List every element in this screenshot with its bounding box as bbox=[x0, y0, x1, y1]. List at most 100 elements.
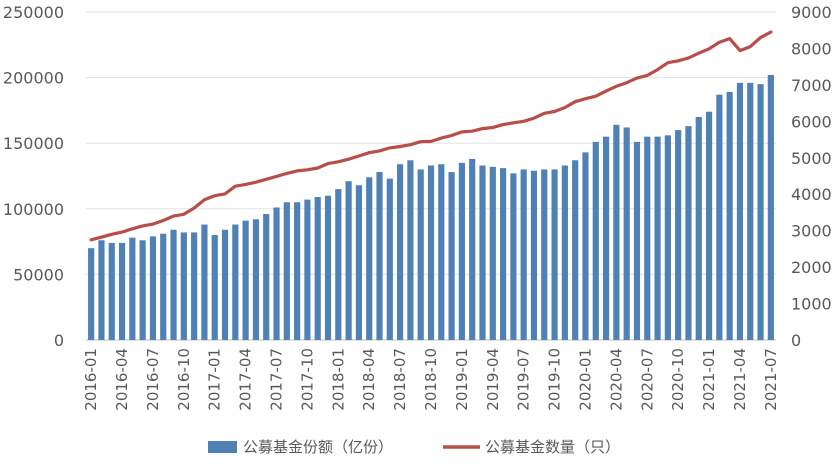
share-bar bbox=[747, 82, 754, 341]
right-tick-label: 8000 bbox=[791, 39, 832, 58]
share-bar bbox=[767, 74, 774, 340]
right-tick-label: 0 bbox=[791, 331, 801, 350]
share-bar bbox=[685, 126, 692, 340]
x-tick-label: 2017-01 bbox=[206, 348, 224, 411]
count-line-group bbox=[89, 30, 773, 242]
share-bar bbox=[695, 116, 702, 341]
x-tick-label: 2017-04 bbox=[237, 348, 255, 411]
right-tick-label: 2000 bbox=[791, 258, 832, 277]
share-bar bbox=[108, 242, 115, 340]
left-tick-label: 50000 bbox=[13, 265, 64, 284]
x-tick-label: 2021-07 bbox=[762, 348, 780, 411]
x-tick-label: 2016-07 bbox=[144, 348, 162, 411]
legend-bar-label: 公募基金份额（亿份） bbox=[243, 438, 393, 456]
x-tick-label: 2016-04 bbox=[113, 348, 131, 411]
share-bar bbox=[160, 233, 167, 340]
share-bar bbox=[520, 169, 527, 340]
left-tick-label: 250000 bbox=[3, 3, 64, 22]
share-bar bbox=[417, 169, 424, 340]
share-bar bbox=[170, 229, 177, 340]
fund-count-line bbox=[89, 30, 773, 242]
share-bar bbox=[664, 135, 671, 340]
share-bar bbox=[427, 165, 435, 340]
share-bar bbox=[458, 162, 465, 340]
x-tick-label: 2019-04 bbox=[484, 348, 502, 411]
right-y-axis: 0 1000 2000 3000 4000 5000 6000 7000 8000 9000 bbox=[791, 3, 832, 350]
right-tick-label: 6000 bbox=[791, 112, 832, 131]
share-bar bbox=[479, 165, 486, 340]
right-tick-label: 7000 bbox=[791, 76, 832, 95]
x-tick-label: 2019-10 bbox=[546, 348, 564, 411]
legend: 公募基金份额（亿份） 公募基金数量（只） bbox=[208, 438, 620, 456]
share-bar bbox=[242, 220, 249, 340]
share-bar bbox=[736, 82, 744, 341]
x-tick-label: 2017-10 bbox=[298, 348, 316, 411]
share-bar bbox=[386, 178, 393, 340]
share-bar bbox=[633, 141, 641, 340]
share-bar bbox=[98, 240, 105, 340]
share-bar bbox=[139, 240, 146, 340]
share-bar bbox=[211, 235, 218, 340]
share-bar bbox=[118, 242, 126, 340]
share-bar bbox=[500, 168, 507, 340]
x-axis: 2016-01 2016-04 2016-07 2016-10 2017-01 2017-… bbox=[82, 348, 780, 411]
x-tick-label: 2016-01 bbox=[82, 348, 100, 411]
x-tick-label: 2017-07 bbox=[268, 348, 286, 411]
x-tick-label: 2020-04 bbox=[607, 348, 625, 411]
share-bar bbox=[644, 136, 651, 340]
share-bar bbox=[129, 237, 136, 340]
share-bar bbox=[221, 229, 229, 340]
share-bar bbox=[654, 136, 661, 340]
right-tick-label: 5000 bbox=[791, 149, 832, 168]
legend-line-label: 公募基金数量（只） bbox=[485, 438, 620, 456]
share-bar bbox=[561, 165, 568, 340]
x-tick-label: 2019-01 bbox=[453, 348, 471, 411]
share-bar bbox=[705, 111, 713, 340]
share-bar bbox=[716, 94, 723, 340]
left-y-axis: 0 50000 100000 150000 200000 250000 bbox=[3, 3, 64, 350]
share-bar bbox=[438, 164, 445, 340]
x-tick-label: 2020-10 bbox=[669, 348, 687, 411]
share-bar bbox=[623, 127, 630, 341]
x-tick-label: 2020-01 bbox=[576, 348, 594, 411]
left-tick-label: 0 bbox=[54, 331, 64, 350]
share-bar bbox=[304, 199, 311, 340]
share-bar bbox=[314, 196, 321, 340]
left-tick-label: 100000 bbox=[3, 200, 64, 219]
share-bar bbox=[510, 173, 517, 340]
share-bar bbox=[252, 219, 260, 340]
share-bar bbox=[592, 141, 599, 340]
share-bar bbox=[469, 158, 476, 340]
share-bar bbox=[530, 170, 538, 340]
share-bar bbox=[149, 236, 157, 340]
left-tick-label: 150000 bbox=[3, 134, 64, 153]
share-bar bbox=[572, 160, 579, 340]
x-tick-label: 2020-07 bbox=[638, 348, 656, 411]
share-bar bbox=[273, 207, 280, 340]
share-bar bbox=[489, 166, 496, 340]
x-tick-label: 2018-10 bbox=[422, 348, 440, 411]
share-bar bbox=[448, 172, 455, 340]
x-tick-label: 2018-07 bbox=[391, 348, 409, 411]
share-bar bbox=[283, 202, 290, 340]
share-bar bbox=[602, 136, 610, 340]
share-bar bbox=[263, 214, 270, 340]
x-tick-label: 2021-04 bbox=[731, 348, 749, 411]
x-tick-label: 2016-10 bbox=[175, 348, 193, 411]
share-bar bbox=[345, 181, 352, 340]
share-bar bbox=[294, 202, 301, 340]
right-tick-label: 3000 bbox=[791, 222, 832, 241]
share-bar bbox=[582, 152, 589, 340]
share-bar bbox=[613, 124, 620, 340]
share-bar bbox=[335, 189, 342, 340]
share-bar bbox=[201, 224, 208, 340]
share-bar bbox=[355, 185, 362, 340]
share-bar bbox=[232, 224, 239, 340]
share-bar bbox=[675, 130, 682, 340]
share-bar bbox=[407, 160, 414, 340]
legend-bar-swatch bbox=[208, 441, 237, 453]
share-bar bbox=[376, 172, 383, 340]
share-bar bbox=[726, 92, 733, 340]
